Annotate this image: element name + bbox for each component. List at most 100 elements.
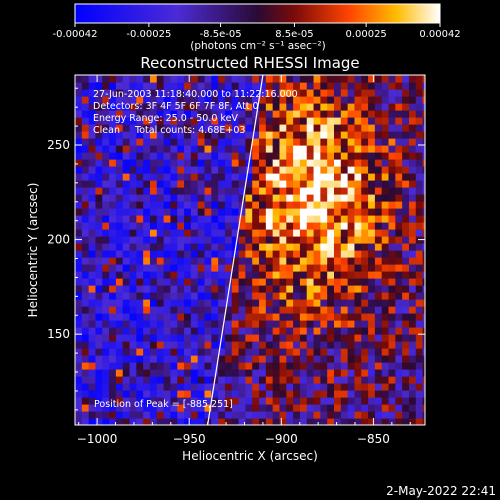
- heatmap-cell: [136, 341, 144, 349]
- heatmap-cell: [245, 376, 253, 384]
- heatmap-cell: [327, 257, 335, 265]
- heatmap-cell: [81, 383, 90, 391]
- heatmap-cell: [279, 264, 287, 272]
- heatmap-cell: [156, 201, 165, 209]
- heatmap-cell: [252, 159, 260, 167]
- heatmap-cell: [143, 411, 151, 419]
- heatmap-cell: [381, 117, 390, 125]
- heatmap-cell: [354, 131, 362, 139]
- heatmap-cell: [299, 418, 308, 425]
- heatmap-cell: [109, 355, 117, 363]
- heatmap-cell: [347, 299, 356, 307]
- heatmap-cell: [313, 404, 321, 412]
- heatmap-cell: [190, 313, 199, 321]
- heatmap-cell: [306, 152, 315, 160]
- heatmap-cell: [252, 334, 260, 342]
- heatmap-cell: [211, 341, 219, 349]
- heatmap-cell: [402, 418, 410, 425]
- heatmap-cell: [286, 327, 294, 335]
- heatmap-cell: [293, 75, 301, 83]
- heatmap-cell: [102, 201, 110, 209]
- heatmap-cell: [102, 173, 110, 181]
- heatmap-cell: [265, 397, 274, 405]
- heatmap-cell: [136, 390, 144, 398]
- heatmap-cell: [340, 250, 349, 258]
- heatmap-cell: [422, 341, 425, 349]
- heatmap-cell: [402, 117, 410, 125]
- heatmap-cell: [306, 166, 315, 174]
- heatmap-cell: [224, 187, 233, 195]
- heatmap-cell: [347, 250, 356, 258]
- heatmap-cell: [156, 376, 165, 384]
- heatmap-cell: [252, 110, 260, 118]
- heatmap-cell: [422, 96, 425, 104]
- heatmap-cell: [156, 257, 165, 265]
- heatmap-cell: [129, 110, 137, 118]
- heatmap-cell: [402, 320, 410, 328]
- heatmap-cell: [415, 306, 424, 314]
- heatmap-cell: [88, 201, 97, 209]
- heatmap-cell: [170, 131, 178, 139]
- heatmap-cell: [115, 75, 124, 76]
- heatmap-cell: [231, 271, 240, 279]
- heatmap-cell: [313, 173, 321, 181]
- heatmap-cell: [149, 334, 158, 342]
- heatmap-cell: [368, 369, 376, 377]
- heatmap-cell: [170, 362, 178, 370]
- heatmap-cell: [327, 292, 335, 300]
- heatmap-cell: [361, 404, 369, 412]
- heatmap-cell: [395, 159, 403, 167]
- heatmap-cell: [340, 313, 349, 321]
- heatmap-cell: [422, 285, 425, 293]
- heatmap-cell: [149, 369, 158, 377]
- heatmap-cell: [75, 222, 83, 230]
- heatmap-cell: [320, 201, 328, 209]
- heatmap-cell: [320, 131, 328, 139]
- heatmap-cell: [422, 229, 425, 237]
- heatmap-cell: [402, 75, 410, 76]
- heatmap-cell: [252, 96, 260, 104]
- heatmap-cell: [129, 215, 137, 223]
- heatmap-cell: [163, 383, 172, 391]
- heatmap-cell: [313, 208, 321, 216]
- heatmap-cell: [95, 131, 103, 139]
- heatmap-cell: [95, 271, 103, 279]
- heatmap-cell: [381, 383, 390, 391]
- heatmap-cell: [88, 404, 97, 412]
- heatmap-cell: [143, 327, 151, 335]
- heatmap-cell: [170, 124, 178, 132]
- heatmap-cell: [368, 285, 376, 293]
- heatmap-cell: [156, 187, 165, 195]
- heatmap-cell: [143, 390, 151, 398]
- heatmap-cell: [408, 397, 417, 405]
- heatmap-cell: [184, 222, 192, 230]
- heatmap-cell: [299, 180, 308, 188]
- heatmap-cell: [184, 397, 192, 405]
- solar-limb-line: [207, 75, 264, 425]
- heatmap-cell: [129, 82, 137, 90]
- heatmap-cell: [156, 285, 165, 293]
- heatmap-cell: [306, 369, 315, 377]
- heatmap-cell: [368, 299, 376, 307]
- heatmap-cell: [368, 243, 376, 251]
- heatmap-cell: [422, 404, 425, 412]
- heatmap-cell: [170, 243, 178, 251]
- heatmap-cell: [231, 145, 240, 153]
- heatmap-cell: [327, 320, 335, 328]
- heatmap-cell: [402, 306, 410, 314]
- heatmap-cell: [388, 124, 396, 132]
- heatmap-cell: [129, 201, 137, 209]
- heatmap-cell: [149, 285, 158, 293]
- heatmap-cell: [177, 404, 185, 412]
- heatmap-cell: [177, 341, 185, 349]
- heatmap-cell: [340, 89, 349, 97]
- heatmap-cell: [259, 264, 267, 272]
- heatmap-cell: [109, 362, 117, 370]
- heatmap-cell: [361, 201, 369, 209]
- heatmap-cell: [327, 110, 335, 118]
- heatmap-cell: [252, 145, 260, 153]
- heatmap-cell: [265, 334, 274, 342]
- heatmap-cell: [374, 341, 383, 349]
- heatmap-cell: [402, 201, 410, 209]
- heatmap-cell: [286, 229, 294, 237]
